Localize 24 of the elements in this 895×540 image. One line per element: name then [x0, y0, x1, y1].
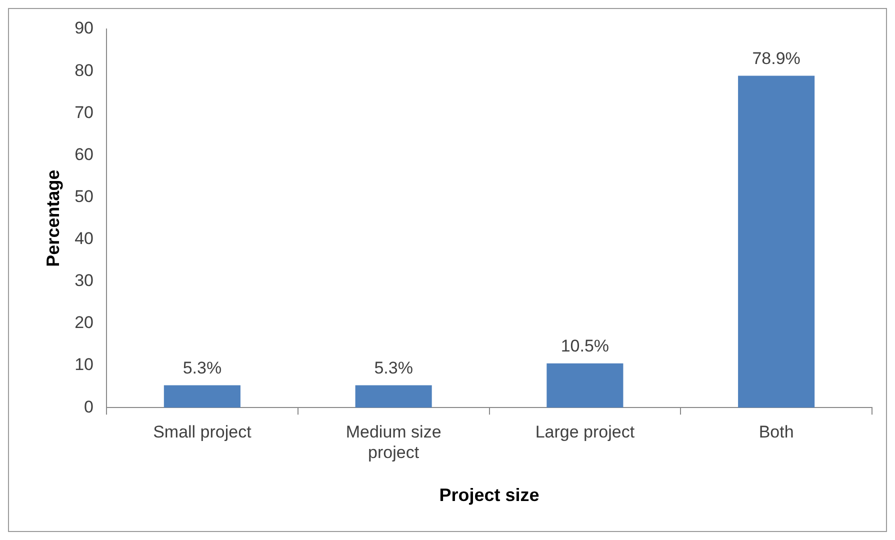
bar	[164, 385, 240, 408]
y-tick-label: 50	[74, 186, 94, 206]
y-tick-label: 30	[74, 271, 94, 290]
data-label: 5.3%	[182, 358, 222, 378]
bar	[355, 385, 432, 408]
y-tick-label: 80	[74, 60, 94, 80]
data-label: 10.5%	[560, 336, 610, 356]
y-tick-label: 10	[74, 355, 94, 374]
x-tick-label: Large project	[535, 422, 635, 442]
bar	[546, 363, 624, 408]
x-tick-label: Medium size project	[346, 422, 442, 462]
y-tick-label: 0	[84, 397, 94, 416]
bar	[738, 76, 815, 408]
x-tick-label: Small project	[153, 422, 252, 442]
x-axis-title: Project size	[439, 485, 540, 506]
y-axis-title: Percentage	[42, 170, 63, 267]
y-tick-label: 20	[74, 313, 94, 332]
y-tick-label: 60	[74, 144, 94, 164]
data-label: 78.9%	[752, 48, 800, 68]
x-tick-label: Both	[758, 422, 794, 442]
y-tick-label: 90	[74, 18, 94, 38]
y-tick-label: 40	[74, 229, 94, 248]
data-label: 5.3%	[374, 358, 413, 378]
y-tick-label: 70	[74, 102, 94, 122]
